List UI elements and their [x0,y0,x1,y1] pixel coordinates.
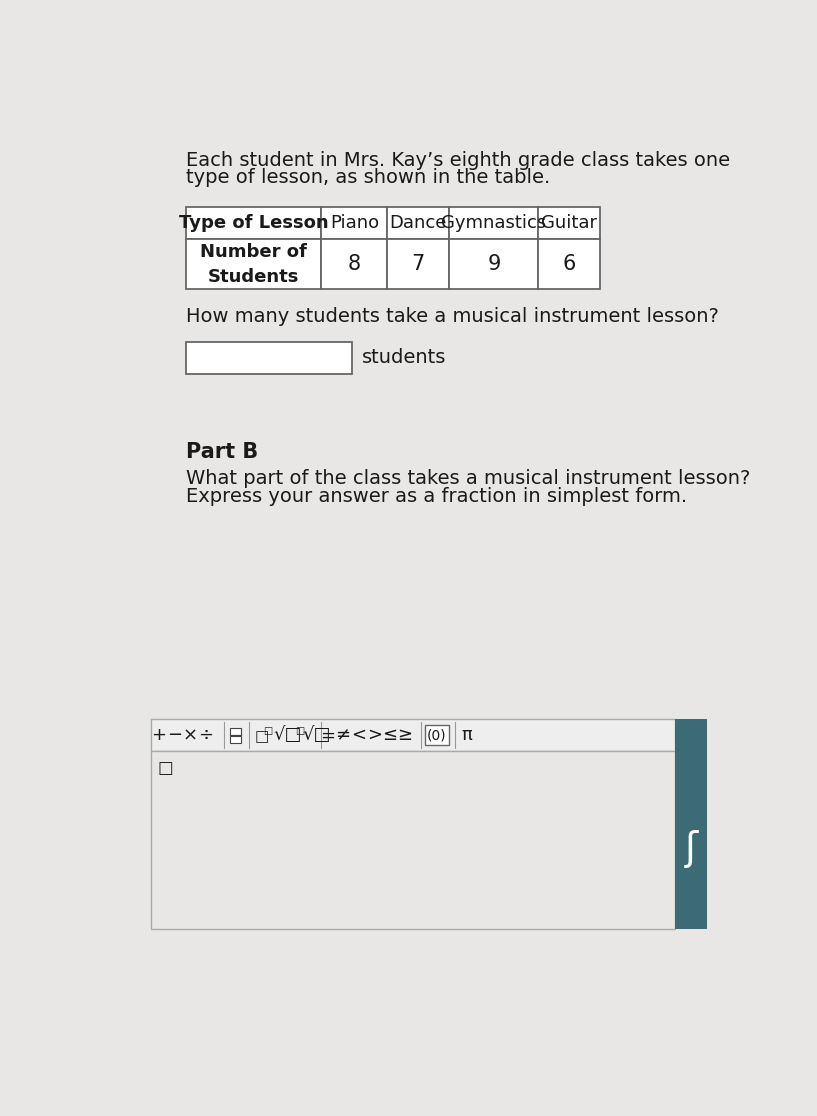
Text: What part of the class takes a musical instrument lesson?: What part of the class takes a musical i… [185,469,750,488]
Text: □: □ [157,759,173,777]
Text: ≥: ≥ [398,727,413,744]
Bar [230,728,241,734]
Bar [449,240,538,289]
Text: type of lesson, as shown in the table.: type of lesson, as shown in the table. [185,167,550,186]
Text: =: = [320,727,335,744]
Text: ×: × [182,727,197,744]
Bar [538,240,600,289]
Bar [449,208,538,240]
Bar [185,208,321,240]
Text: students: students [362,348,446,367]
Text: Gymnastics: Gymnastics [441,214,547,232]
Text: √□: √□ [274,727,302,744]
Bar [185,341,352,374]
Text: ÷: ÷ [198,727,212,744]
Text: π: π [461,727,471,744]
Text: 7: 7 [412,254,425,275]
Text: ʃ: ʃ [685,830,698,868]
Text: <: < [351,727,366,744]
Text: −: − [167,727,181,744]
Bar [321,240,387,289]
Text: 8: 8 [348,254,361,275]
Text: >: > [367,727,382,744]
Text: 9: 9 [487,254,501,275]
Bar [538,208,600,240]
Bar [387,240,449,289]
Text: ≤: ≤ [382,727,397,744]
Text: □: □ [263,727,273,737]
Text: Dance: Dance [390,214,447,232]
Text: □: □ [255,730,269,744]
Text: Guitar: Guitar [542,214,597,232]
Text: Type of Lesson: Type of Lesson [179,214,328,232]
Text: Part B: Part B [185,442,258,462]
Text: +: + [151,727,166,744]
Text: Piano: Piano [330,214,379,232]
Bar [426,725,449,745]
Text: Number of
Students: Number of Students [200,243,307,286]
Text: (0): (0) [427,729,447,742]
Bar [230,737,241,743]
Bar [387,208,449,240]
Bar [321,208,387,240]
Text: Express your answer as a fraction in simplest form.: Express your answer as a fraction in sim… [185,488,687,507]
Text: How many students take a musical instrument lesson?: How many students take a musical instrum… [185,307,719,326]
Text: 6: 6 [563,254,576,275]
Text: ≠: ≠ [336,727,350,744]
Bar [675,719,708,929]
Bar [185,240,321,289]
Bar [151,719,675,751]
Text: √□: √□ [302,727,331,744]
Text: □: □ [295,725,305,735]
Text: Each student in Mrs. Kay’s eighth grade class takes one: Each student in Mrs. Kay’s eighth grade … [185,151,730,170]
Bar [151,751,675,929]
